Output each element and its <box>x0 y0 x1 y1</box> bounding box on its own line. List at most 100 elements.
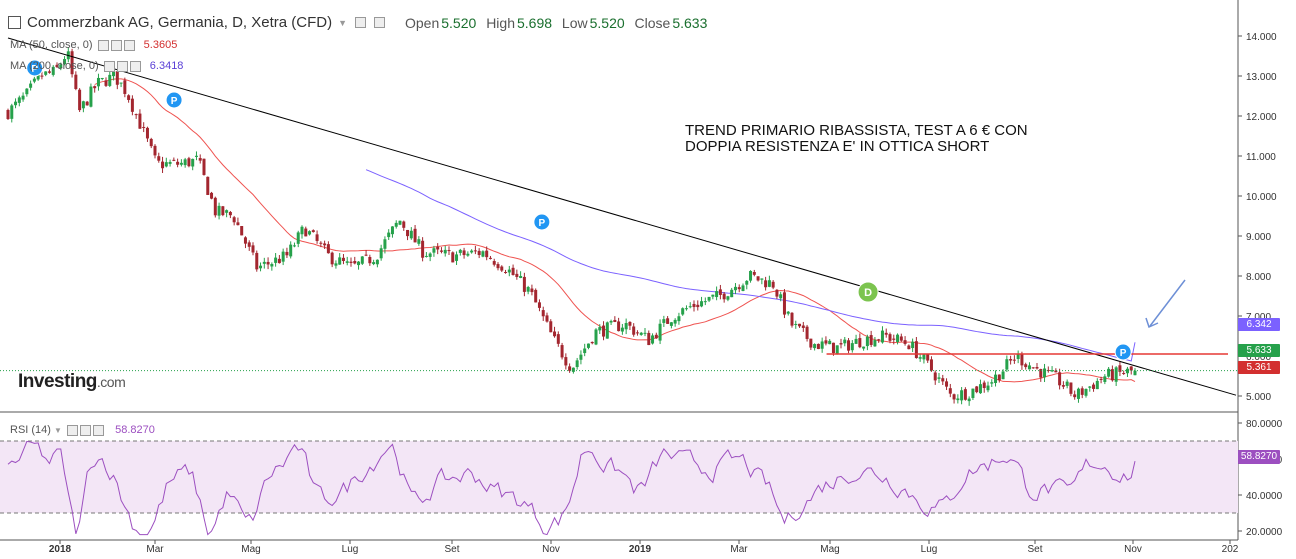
event-markers[interactable]: P P P D P <box>26 59 1132 361</box>
candles <box>6 47 1137 406</box>
close-icon[interactable] <box>123 39 135 51</box>
candle-body <box>967 398 971 402</box>
close-icon[interactable] <box>93 424 105 436</box>
candle-body <box>579 354 583 360</box>
eye-icon[interactable] <box>67 424 79 436</box>
candle-body <box>945 381 949 387</box>
candle-body <box>323 243 327 246</box>
settings-icon[interactable] <box>116 60 128 72</box>
candle-body <box>349 261 353 263</box>
candle-body <box>1092 384 1096 389</box>
x-tick-label: 202 <box>1222 544 1239 555</box>
settings-icon[interactable] <box>355 17 366 28</box>
candle-body <box>507 269 511 273</box>
candle-body <box>884 332 888 335</box>
candle-body <box>896 334 900 342</box>
event-p-marker[interactable] <box>165 91 183 109</box>
ma50-legend[interactable]: MA (50, close, 0) 5.3605 <box>10 39 177 51</box>
candle-body <box>281 251 285 262</box>
candle-body <box>172 159 176 161</box>
candle-body <box>681 308 685 315</box>
candle-body <box>1125 368 1129 374</box>
candle-body <box>794 323 798 325</box>
candle-body <box>398 220 402 225</box>
candle-body <box>228 211 232 216</box>
candle-body <box>89 86 93 107</box>
y-tick-label: 12.000 <box>1246 112 1277 123</box>
rsi-band <box>0 441 1238 513</box>
candle-body <box>455 254 459 261</box>
arrow-line[interactable] <box>1149 279 1186 327</box>
candle-body <box>571 367 575 372</box>
dividend-marker[interactable] <box>857 281 879 303</box>
candle-body <box>1088 386 1092 388</box>
candle-body <box>292 245 296 247</box>
candle-body <box>666 318 670 324</box>
eye-icon[interactable] <box>374 17 385 28</box>
candle-body <box>470 250 474 253</box>
settings-icon[interactable] <box>80 424 92 436</box>
candle-body <box>715 291 719 298</box>
candle-body <box>130 98 134 112</box>
chevron-down-icon[interactable]: ▼ <box>54 426 62 435</box>
candle-body <box>635 332 639 334</box>
annotation-line-2: DOPPIA RESISTENZA E' IN OTTICA SHORT <box>685 138 990 155</box>
ma50-price-badge: 5.361 <box>1238 361 1280 374</box>
candle-body <box>164 162 168 167</box>
close-icon[interactable] <box>129 60 141 72</box>
settings-icon[interactable] <box>110 39 122 51</box>
rsi-value-badge: 58.8270 <box>1238 450 1280 464</box>
ma200-legend[interactable]: MA (200, close, 0) 6.3418 <box>10 60 183 72</box>
candle-body <box>926 354 930 361</box>
trendline[interactable] <box>7 37 1237 396</box>
chart-type-icon[interactable] <box>8 16 21 29</box>
trend-annotation[interactable]: TREND PRIMARIO RIBASSISTA, TEST A 6 € CO… <box>685 123 1028 155</box>
eye-icon[interactable] <box>103 60 115 72</box>
ohlc-values: Open 5.520 High 5.698 Low 5.520 Close 5.633 <box>399 15 707 31</box>
rsi-legend[interactable]: RSI (14) ▼ 58.8270 <box>10 424 155 436</box>
candle-body <box>78 89 82 111</box>
x-tick-label: Lug <box>921 544 938 555</box>
candle-body <box>590 341 594 344</box>
candle-body <box>756 276 760 281</box>
eye-icon[interactable] <box>97 39 109 51</box>
candle-body <box>696 304 700 308</box>
candle-body <box>526 287 530 292</box>
candle-body <box>809 338 813 348</box>
candle-body <box>1076 388 1080 399</box>
candle-body <box>515 273 519 277</box>
candle-body <box>726 296 730 300</box>
candle-body <box>937 377 941 379</box>
event-p-marker[interactable] <box>26 59 44 77</box>
event-p-marker[interactable] <box>533 213 551 231</box>
candle-body <box>575 360 579 368</box>
candle-body <box>862 346 866 349</box>
candle-body <box>820 341 824 349</box>
candle-body <box>617 321 621 332</box>
candle-body <box>537 302 541 308</box>
ma50-line <box>94 78 1136 383</box>
candle-body <box>749 270 753 281</box>
candle-body <box>1114 367 1118 382</box>
candle-body <box>240 226 244 236</box>
candle-body <box>432 248 436 253</box>
ma50-label: MA (50, close, 0) <box>10 39 93 51</box>
candle-body <box>707 296 711 301</box>
candle-body <box>161 161 165 169</box>
candle-body <box>654 334 658 339</box>
symbol-title[interactable]: Commerzbank AG, Germania, D, Xetra (CFD) <box>27 14 333 31</box>
candle-body <box>553 331 557 337</box>
candle-body <box>835 345 839 355</box>
candle-body <box>51 66 55 75</box>
candle-body <box>47 71 51 73</box>
candle-body <box>481 251 485 257</box>
candle-body <box>308 231 312 235</box>
candle-body <box>311 230 315 233</box>
candle-body <box>119 82 123 84</box>
chevron-down-icon[interactable]: ▼ <box>338 17 347 28</box>
event-p-marker[interactable] <box>1114 343 1132 361</box>
ma200-label: MA (200, close, 0) <box>10 60 99 72</box>
candle-body <box>451 252 455 263</box>
open-value: 5.520 <box>441 14 477 31</box>
